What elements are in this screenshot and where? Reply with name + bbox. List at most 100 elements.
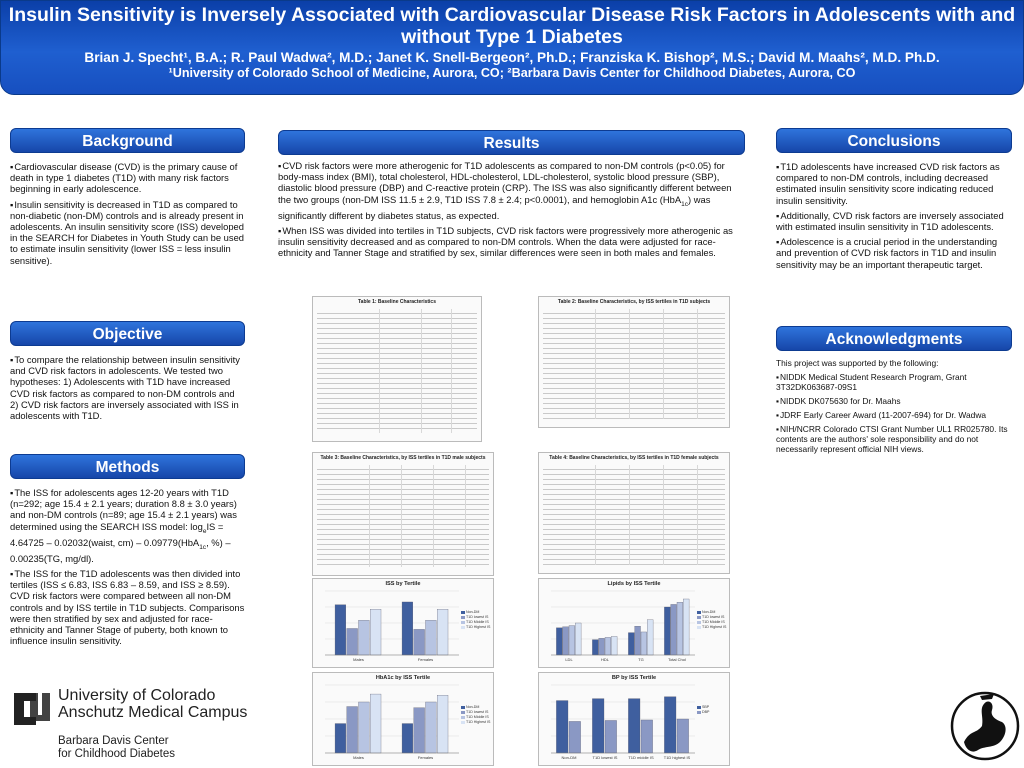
table-2-rows [543, 309, 725, 419]
chart-category-label: HDL [600, 657, 609, 662]
legend-label: T1D Middle IS [466, 620, 489, 625]
chart-legend-entry: T1D Middle IS [461, 620, 490, 625]
conclusions-para-1: T1D adolescents have increased CVD risk … [776, 161, 1012, 206]
methods-sub-e: e [202, 527, 207, 535]
table-3-title: Table 3: Baseline Characteristics, by IS… [320, 455, 486, 461]
objective-section: Objective To compare the relationship be… [10, 321, 245, 425]
left-column: Background Cardiovascular disease (CVD) … [10, 128, 245, 270]
table-4-col [663, 465, 664, 565]
chart-bp-by-tertile: BP by ISS Tertile Non-DM T1D lowest IS T1D … [538, 672, 730, 766]
table-1-title: Table 1: Baseline Characteristics [358, 299, 436, 305]
legend-label: T1D lowest IS [466, 710, 489, 715]
chart-plot [325, 590, 459, 656]
acknowledgment-item: JDRF Early Career Award (11-2007-694) fo… [776, 410, 1012, 420]
chart-legend-entry: T1D Middle IS [697, 620, 726, 625]
legend-swatch [697, 615, 701, 619]
background-para-1: Cardiovascular disease (CVD) is the prim… [10, 161, 245, 195]
background-heading: Background [10, 128, 245, 153]
chart-hba1c-by-tertile: HbA1c by ISS Tertile Males Females Non-DM T1… [312, 672, 494, 766]
chart-category-label: T1D middle IS [628, 755, 654, 760]
chart-bar [670, 604, 677, 656]
chart-bar [664, 606, 671, 656]
chart-legend: SBP DBP [697, 705, 709, 715]
table-4-col [595, 465, 596, 565]
chart-legend-entry: T1D lowest IS [461, 615, 490, 620]
chart-legend: Non-DM T1D lowest IS T1D Middle IS T1D High… [461, 705, 490, 725]
methods-text: The ISS for adolescents ages 12-20 years… [10, 487, 245, 646]
table-4-title: Table 4: Baseline Characteristics, by IS… [549, 455, 719, 461]
chart-bar [370, 609, 382, 656]
chart-plot [551, 590, 695, 656]
chart-plot [551, 684, 695, 754]
methods-sub-1c: 1c [199, 543, 207, 551]
results-para-1a: CVD risk factors were more atherogenic f… [278, 160, 732, 205]
chart-category-label: Total Chol [668, 657, 686, 662]
acknowledgments-section: Acknowledgments This project was support… [776, 326, 1012, 458]
chart-iss-by-tertile: ISS by Tertile Males Females Non-DM T1D lowe… [312, 578, 494, 668]
table-2: Table 2: Baseline Characteristics, by IS… [538, 296, 730, 428]
chart-category-label: LDL [565, 657, 573, 662]
poster-affiliation: ¹University of Colorado School of Medici… [168, 66, 856, 80]
bdc-name-line-1: Barbara Davis Center [58, 735, 169, 747]
chart-bar [640, 719, 653, 754]
chart-bar [634, 626, 641, 656]
acknowledgments-intro: This project was supported by the follow… [776, 358, 939, 368]
conclusions-section: Conclusions T1D adolescents have increas… [776, 128, 1012, 274]
acknowledgment-item: NIH/NCRR Colorado CTSI Grant Number UL1 … [776, 424, 1012, 454]
chart-bar [604, 637, 611, 656]
chart-category-label: Males [353, 657, 364, 662]
table-3-col [433, 465, 434, 567]
legend-label: Non-DM [466, 705, 480, 710]
chart-legend-entry: T1D Highest IS [461, 720, 490, 725]
methods-para-1b: IS = 4.64725 – 0.02032(waist, cm) – 0.09… [10, 520, 224, 548]
chart-bar [683, 598, 690, 656]
methods-para-1c: , %) – 0.00235(TG, mg/dl). [10, 536, 231, 564]
bdc-name-line-2: for Childhood Diabetes [58, 748, 175, 760]
methods-section: Methods The ISS for adolescents ages 12-… [10, 454, 245, 650]
chart-bar [604, 720, 617, 754]
chart-bar [647, 619, 654, 656]
chart-category-label: Males [353, 755, 364, 760]
conclusions-text: T1D adolescents have increased CVD risk … [776, 161, 1012, 270]
chart-legend-entry: T1D Middle IS [461, 715, 490, 720]
methods-para-2: The ISS for the T1D adolescents was then… [10, 568, 245, 646]
chart-bar [556, 700, 569, 754]
chart-legend-entry: T1D lowest IS [461, 710, 490, 715]
results-section: Results CVD risk factors were more ather… [278, 130, 745, 263]
legend-label: T1D Middle IS [702, 620, 725, 625]
results-para-1: CVD risk factors were more atherogenic f… [278, 160, 745, 221]
legend-label: T1D lowest IS [466, 615, 489, 620]
objective-text: To compare the relationship between insu… [10, 354, 245, 421]
results-heading: Results [278, 130, 745, 155]
table-1-col [379, 309, 380, 433]
legend-swatch [697, 710, 701, 714]
objective-para-1: To compare the relationship between insu… [10, 354, 245, 421]
table-2-title: Table 2: Baseline Characteristics, by IS… [557, 299, 711, 305]
table-3-col [369, 465, 370, 567]
chart-lipids-by-tertile: Lipids by ISS Tertile LDL HDL TG Total Chol N… [538, 578, 730, 668]
chart-bar [425, 701, 437, 754]
legend-label: T1D Highest IS [466, 625, 491, 630]
table-3: Table 3: Baseline Characteristics, by IS… [312, 452, 494, 576]
chart-bar [346, 628, 358, 656]
acknowledgments-heading: Acknowledgments [776, 326, 1012, 351]
chart-legend: Non-DM T1D lowest IS T1D Middle IS T1D High… [461, 610, 490, 630]
chart-bar [640, 631, 647, 656]
chart-bar [437, 695, 449, 754]
legend-swatch [461, 710, 465, 714]
legend-label: T1D lowest IS [702, 615, 725, 620]
methods-para-1: The ISS for adolescents ages 12-20 years… [10, 487, 245, 564]
table-2-col [595, 309, 596, 419]
chart-bar [676, 718, 689, 754]
university-name: University of Colorado Anschutz Medical … [58, 687, 247, 721]
chart-bar [575, 622, 582, 656]
results-para-2: When ISS was divided into tertiles in T1… [278, 225, 745, 259]
chart-bar [413, 629, 425, 656]
results-para-1b: ) was significantly different by diabete… [278, 193, 711, 221]
chart-legend-entry: T1D lowest IS [697, 615, 726, 620]
chart-title: BP by ISS Tertile [611, 675, 657, 681]
chart-legend-entry: Non-DM [697, 610, 726, 615]
legend-swatch [461, 610, 465, 614]
chart-bar [346, 706, 358, 754]
legend-label: T1D Highest IS [702, 625, 727, 630]
